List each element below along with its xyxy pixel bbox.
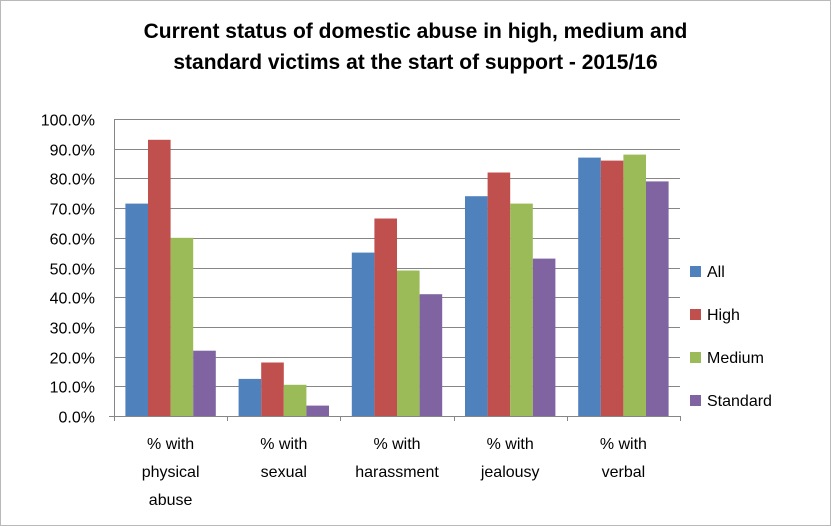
bar-high-4	[600, 160, 624, 416]
x-tick-label: abuse	[149, 492, 193, 509]
axes	[109, 119, 681, 421]
chart-title: Current status of domestic abuse in high…	[0, 16, 831, 78]
y-tick-label: 30.0%	[50, 321, 95, 338]
y-tick-label: 90.0%	[50, 143, 95, 160]
legend-swatch-medium	[690, 352, 701, 363]
bar-high-3	[487, 172, 511, 416]
legend-label-medium: Medium	[707, 350, 764, 367]
x-tick-label: jealousy	[480, 464, 540, 481]
legend-label-all: All	[707, 264, 725, 281]
y-tick-label: 40.0%	[50, 291, 95, 308]
bar-medium-2	[397, 270, 420, 416]
bar-all-4	[578, 157, 601, 416]
x-tick-label: harassment	[355, 464, 439, 481]
y-tick-label: 70.0%	[50, 202, 95, 219]
x-tick-label: % with	[373, 436, 420, 453]
bar-medium-3	[510, 203, 533, 416]
bar-standard-1	[306, 405, 329, 416]
bar-medium-4	[623, 154, 646, 416]
chart-title-line-1: Current status of domestic abuse in high…	[143, 20, 688, 43]
bar-medium-1	[283, 384, 307, 416]
x-tick-label: % with	[147, 436, 194, 453]
bar-high-1	[261, 362, 284, 416]
x-tick-label: % with	[600, 436, 647, 453]
legend-swatch-standard	[690, 395, 701, 406]
legend-label-standard: Standard	[707, 393, 772, 410]
bar-standard-3	[532, 258, 556, 416]
bar-standard-2	[419, 294, 443, 416]
bar-all-2	[351, 252, 375, 416]
bars	[125, 139, 669, 417]
y-tick-label: 50.0%	[50, 262, 95, 279]
bar-standard-0	[193, 350, 216, 416]
x-tick-label: verbal	[602, 464, 646, 481]
y-tick-label: 0.0%	[59, 410, 95, 427]
legend: All High Medium Standard	[690, 264, 772, 410]
chart-title-line-2: standard victims at the start of support…	[173, 51, 658, 74]
bar-medium-0	[170, 237, 194, 416]
bar-all-3	[465, 196, 488, 416]
x-tick-label: % with	[260, 436, 307, 453]
x-tick-label: physical	[142, 464, 200, 481]
legend-swatch-high	[690, 309, 701, 320]
y-tick-label: 20.0%	[50, 351, 95, 368]
bar-all-0	[125, 203, 148, 416]
y-tick-label: 60.0%	[50, 232, 95, 249]
x-tick-labels: % with physical abuse % with sexual % with har…	[142, 436, 647, 509]
x-tick-label: sexual	[261, 464, 307, 481]
y-tick-label: 100.0%	[41, 113, 95, 130]
y-tick-label: 10.0%	[50, 380, 95, 397]
bar-standard-4	[646, 181, 669, 416]
legend-label-high: High	[707, 307, 740, 324]
x-tick-label: % with	[487, 436, 534, 453]
legend-swatch-all	[690, 266, 701, 277]
y-tick-label: 80.0%	[50, 172, 95, 189]
bar-all-1	[238, 378, 262, 416]
bar-high-0	[148, 139, 171, 417]
y-tick-labels: 0.0% 10.0% 20.0% 30.0% 40.0% 50.0% 60.0% 70.0% 8…	[41, 113, 95, 427]
bar-high-2	[374, 218, 397, 416]
